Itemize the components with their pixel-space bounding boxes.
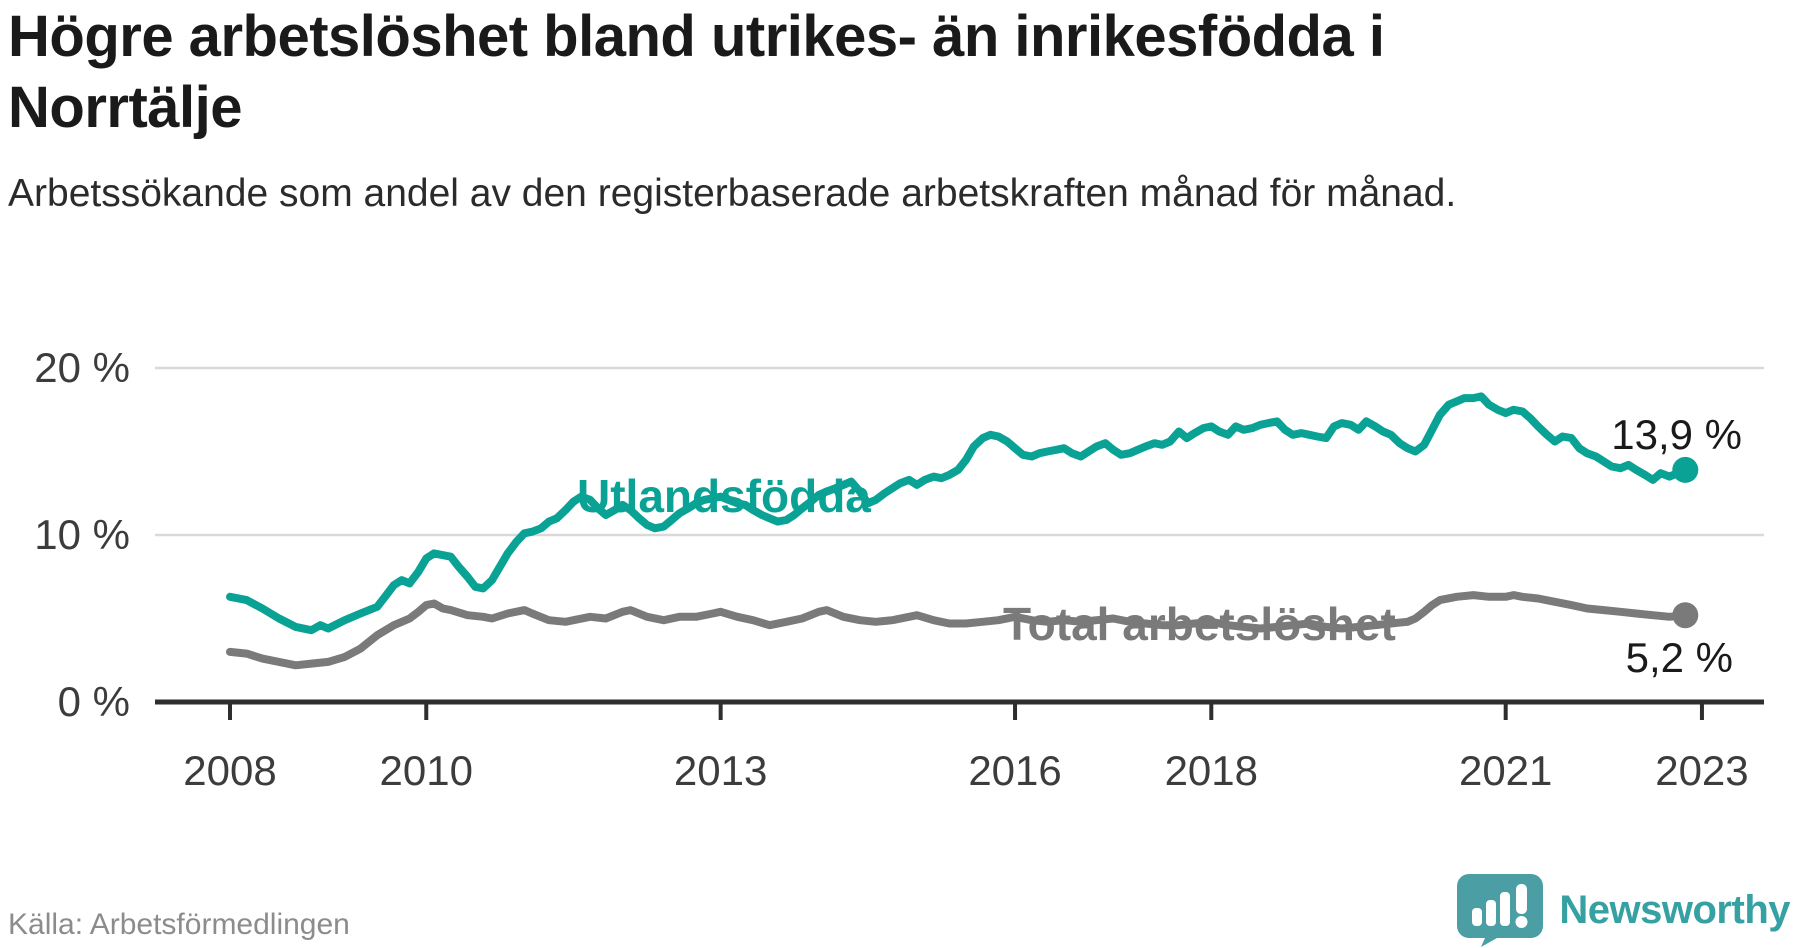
exclamation-stem xyxy=(1516,884,1528,914)
series-label-utlandsfodda: Utlandsfödda xyxy=(577,470,871,522)
x-tick-label-2010: 2010 xyxy=(380,747,473,794)
series-layer xyxy=(226,392,1699,670)
y-tick-label-20: 20 % xyxy=(34,344,130,391)
bar-3 xyxy=(1500,892,1511,926)
x-tick-label-2018: 2018 xyxy=(1165,747,1258,794)
brand-logo: Newsworthy xyxy=(1455,872,1790,948)
page-title: Högre arbetslöshet bland utrikes- än inr… xyxy=(8,4,1385,140)
y-tick-label-10: 10 % xyxy=(34,511,130,558)
series-label-total: Total arbetslöshet xyxy=(1003,598,1396,650)
series-line-total xyxy=(226,591,1690,670)
x-axis: 2008 2010 2013 2016 2018 2021 2023 xyxy=(155,699,1764,794)
brand-name: Newsworthy xyxy=(1559,887,1790,932)
x-tick-label-2023: 2023 xyxy=(1655,747,1748,794)
series-line-utlandsfodda xyxy=(226,392,1690,635)
x-tick-label-2016: 2016 xyxy=(968,747,1061,794)
end-value-label-total: 5,2 % xyxy=(1626,634,1733,681)
end-value-label-utlandsfodda: 13,9 % xyxy=(1611,411,1742,458)
end-dot-utlandsfodda xyxy=(1672,456,1699,483)
end-dot-total xyxy=(1672,602,1699,629)
x-tick-label-2008: 2008 xyxy=(183,747,276,794)
newsworthy-bubble-icon xyxy=(1457,874,1544,947)
bar-1 xyxy=(1472,908,1483,926)
x-tick-label-2013: 2013 xyxy=(674,747,767,794)
bar-2 xyxy=(1486,900,1497,926)
page-subtitle: Arbetssökande som andel av den registerb… xyxy=(8,172,1457,215)
exclamation-dot xyxy=(1515,916,1528,928)
grid-layer: 0 % 10 % 20 % xyxy=(34,344,1764,725)
source-note: Källa: Arbetsförmedlingen xyxy=(8,908,350,941)
y-tick-label-0: 0 % xyxy=(58,678,130,725)
series-annotations: Utlandsfödda Total arbetslöshet 13,9 % 5… xyxy=(577,411,1742,681)
x-tick-label-2021: 2021 xyxy=(1459,747,1552,794)
